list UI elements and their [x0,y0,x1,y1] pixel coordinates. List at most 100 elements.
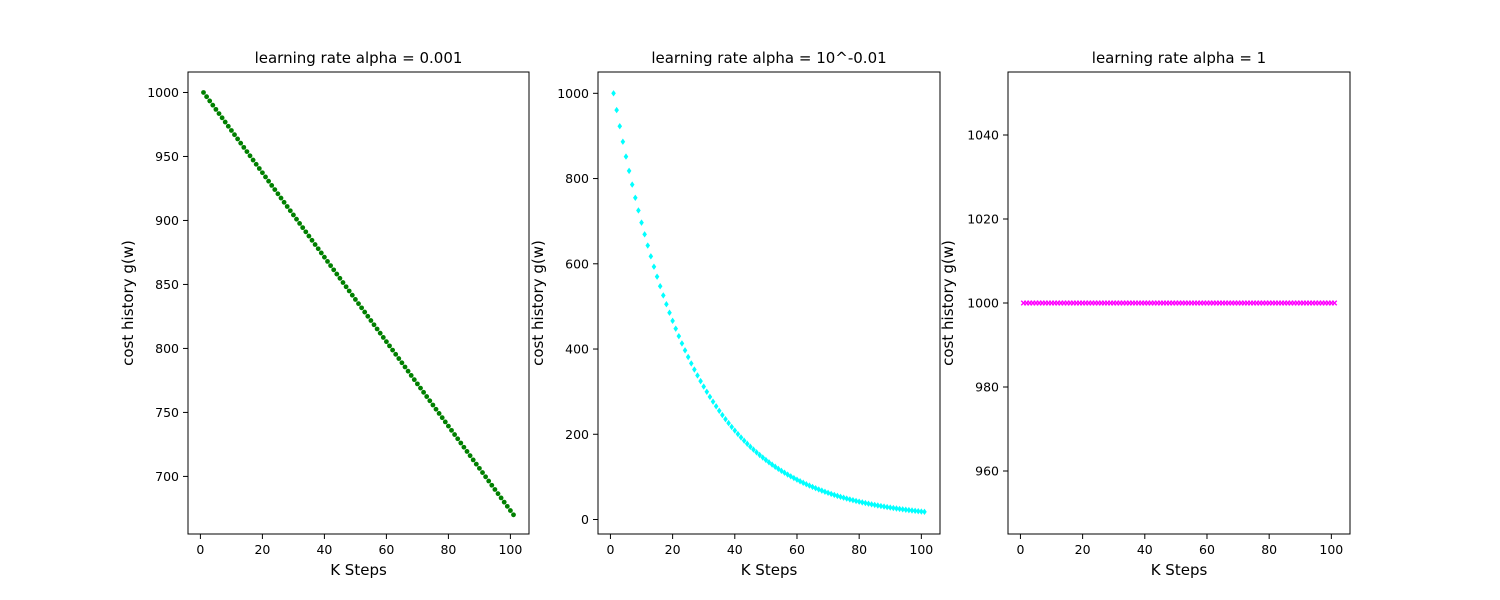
data-point [866,500,871,507]
y-tick-label: 900 [155,213,179,228]
data-point [473,461,479,467]
data-point [411,377,417,383]
subplot-1-ylabel: cost history g(w) [119,240,137,366]
data-point [306,233,312,239]
data-point [648,253,654,260]
data-point [424,394,430,399]
data-point [263,174,268,180]
data-point [377,330,383,336]
data-point [408,373,414,378]
data-point [682,347,688,354]
data-point [716,407,722,414]
data-point [508,508,513,513]
y-tick-label: 800 [565,171,589,186]
data-point [387,343,392,349]
x-tick-label: 60 [789,542,805,557]
data-point [442,419,448,425]
data-point [657,283,663,290]
data-point [636,207,641,214]
data-point [204,94,210,100]
data-point [794,476,800,483]
y-tick-label: 960 [975,464,999,479]
x-tick-label: 20 [1075,542,1091,557]
data-point [822,488,828,495]
data-point [328,263,333,269]
data-point [275,191,281,197]
data-point [334,271,340,277]
data-point [776,465,781,473]
data-point [483,474,488,480]
data-point [763,456,769,464]
data-point [353,297,358,302]
data-point [325,259,330,264]
y-tick-label: 400 [565,342,589,357]
data-point [346,288,352,294]
data-point [253,161,259,167]
data-point [303,229,309,235]
data-point [216,111,222,116]
data-point [884,503,890,511]
data-point [368,318,374,323]
data-point [272,187,278,193]
x-tick-label: 40 [316,542,332,557]
data-point [744,440,750,447]
data-point [433,406,439,412]
y-tick-label: 800 [155,341,179,356]
data-point [229,128,234,133]
data-point [726,419,731,427]
data-point [891,504,896,512]
data-point [639,219,644,226]
x-tick-label: 80 [851,542,867,557]
data-point [611,90,616,97]
y-tick-label: 1020 [967,212,999,227]
subplot-2-frame [597,71,941,535]
subplot-3-title: learning rate alpha = 1 [1092,49,1266,67]
subplot-3-xlabel: K Steps [1151,561,1208,579]
data-point [331,267,337,273]
data-point [421,389,426,395]
data-point [751,446,756,453]
subplot-1-points [201,90,516,518]
data-point [315,246,321,252]
subplot-3-points [1020,300,1338,306]
data-point [897,505,902,513]
data-point [856,498,862,505]
data-point [380,335,386,340]
data-point [651,263,657,270]
data-point [281,199,287,205]
data-point [869,501,874,508]
y-tick-label: 600 [565,256,589,271]
data-point [844,495,850,502]
data-point [464,449,470,454]
data-point [480,470,485,475]
data-point [769,461,775,468]
data-point [695,372,700,379]
data-point [688,360,694,367]
data-point [291,212,296,218]
y-tick-label: 1000 [147,85,179,100]
data-point [831,491,837,499]
data-point [645,242,651,249]
data-point [477,465,482,471]
data-point [872,501,878,509]
data-point [654,273,660,280]
data-point [760,454,766,461]
data-point [919,508,924,515]
data-point [365,313,371,319]
data-point [501,499,507,505]
data-point [415,381,420,387]
subplot-3-frame [1007,71,1351,535]
data-point [343,284,349,290]
data-point [201,90,206,95]
data-point [664,301,669,308]
data-point [430,402,436,408]
data-point [713,403,719,410]
y-tick-label: 950 [155,149,179,164]
data-point [701,383,707,390]
data-point [915,507,921,515]
data-point [859,499,865,506]
data-point [710,398,716,405]
x-tick-label: 0 [606,542,614,557]
data-point [704,388,710,396]
